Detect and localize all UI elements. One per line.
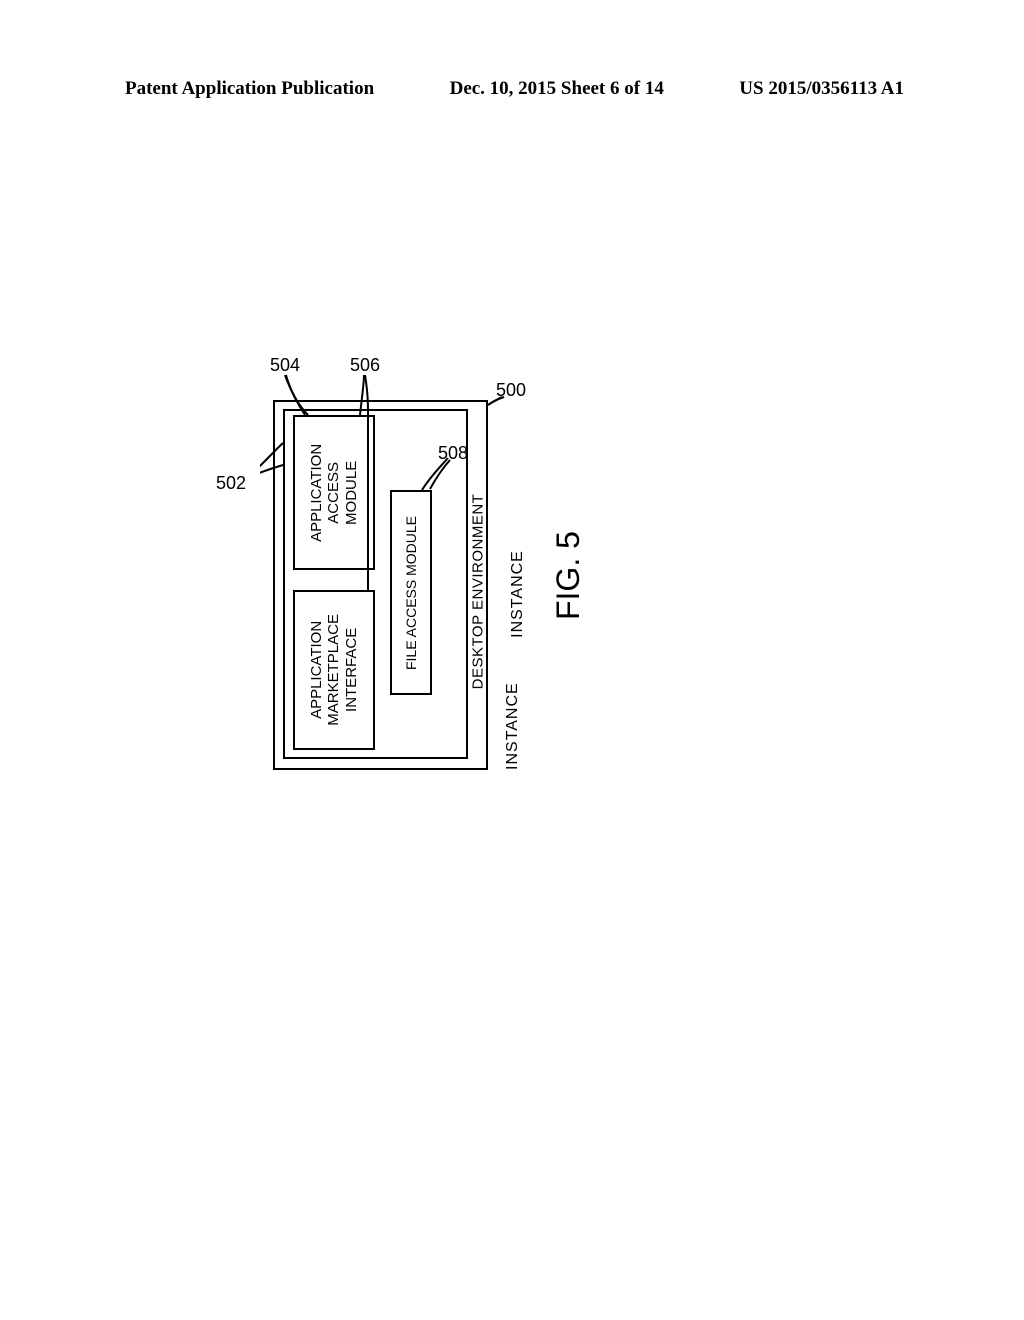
header-right: US 2015/0356113 A1 <box>739 78 904 100</box>
figure-5: INSTANCE INSTANCE DESKTOP ENVIRONMENT AP… <box>260 355 750 975</box>
header-left: Patent Application Publication <box>125 78 374 100</box>
leader-lines-2 <box>260 355 750 975</box>
ref-502: 502 <box>216 473 246 494</box>
page-header: Patent Application Publication Dec. 10, … <box>0 78 1024 100</box>
header-center: Dec. 10, 2015 Sheet 6 of 14 <box>450 78 664 100</box>
